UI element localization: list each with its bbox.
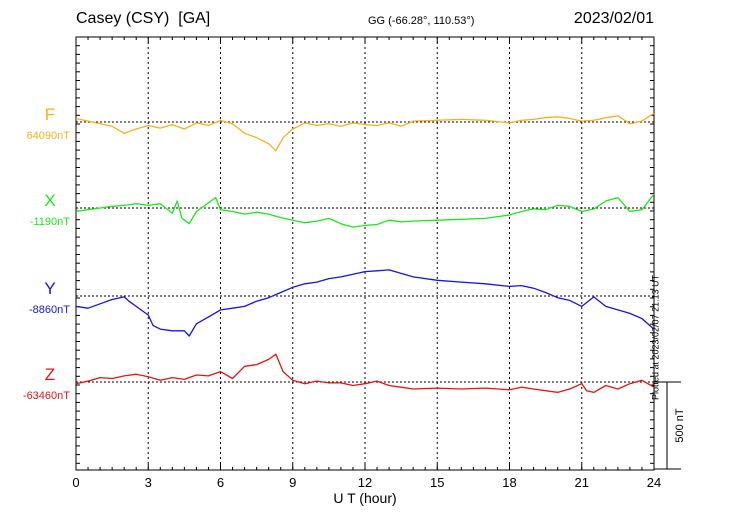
series-baseline-x: -1190nT [30,216,70,228]
series-name-z: Z [45,365,55,384]
series-baseline-y: -8860nT [29,304,70,316]
x-tick-label: 18 [502,475,516,490]
x-tick-label: 9 [289,475,296,490]
x-tick-label: 3 [145,475,152,490]
x-tick-label: 21 [575,475,589,490]
scale-bar-label: 500 nT [674,408,686,443]
series-name-y: Y [44,279,55,298]
station-title: Casey (CSY) [GA] [76,10,211,27]
plot-date: 2023/02/01 [573,10,654,27]
series-name-f: F [45,105,55,124]
x-tick-label: 12 [358,475,372,490]
coordinates-label: GG (-66.28°, 110.53°) [368,15,475,27]
series-baseline-z: -63460nT [23,390,70,402]
series-z-line [75,353,655,394]
series-name-x: X [44,191,55,210]
series-f-line [75,112,655,152]
x-tick-label: 0 [72,475,79,490]
x-axis-label: U T (hour) [333,490,396,506]
x-tick-label: 6 [217,475,224,490]
series-baseline-f: 64090nT [27,130,71,142]
series-x-line [75,193,655,228]
x-tick-label: 24 [647,475,661,490]
series-y-line [75,269,655,337]
plotted-at-footnote: Plotted at 2023/02/07 21:13 UT [650,274,661,400]
x-tick-label: 15 [430,475,444,490]
